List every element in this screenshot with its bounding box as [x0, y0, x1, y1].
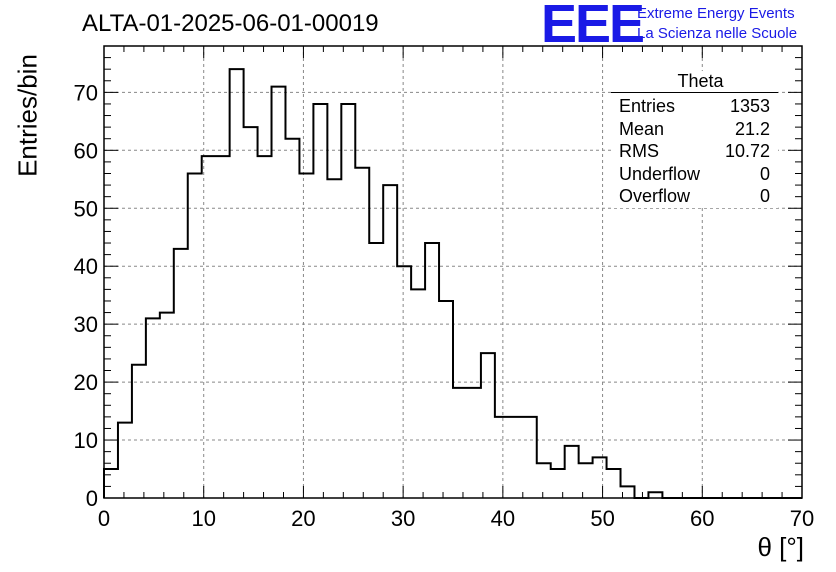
histogram-bin [327, 179, 341, 498]
plot-frame [103, 45, 803, 499]
histogram-bin [216, 156, 230, 498]
y-tick-label: 50 [74, 196, 98, 221]
stats-label: Entries [619, 96, 676, 116]
stats-row-mean: Mean 21.2 [611, 118, 778, 141]
histogram-bin [579, 463, 593, 498]
logo-caption: Extreme Energy Events La Scienza nelle S… [637, 4, 797, 44]
histogram-bin [411, 289, 425, 498]
histogram-bin [174, 249, 188, 498]
stats-row-entries: Entries 1353 [611, 95, 778, 118]
histogram-bin [272, 87, 286, 498]
stats-value: 0 [759, 163, 770, 184]
y-tick-label: 60 [74, 138, 98, 163]
stats-value: 1353 [729, 96, 770, 116]
y-tick-label: 70 [74, 80, 98, 105]
y-tick-label: 30 [74, 312, 98, 337]
stats-value: 21.2 [734, 118, 770, 139]
histogram-bin [230, 69, 244, 498]
plot-title: ALTA-01-2025-06-01-00019 [82, 10, 379, 37]
y-tick-label: 10 [74, 428, 98, 453]
histogram-bin [285, 139, 299, 498]
stats-label: Underflow [619, 163, 701, 184]
x-tick-label: 70 [790, 506, 814, 531]
x-tick-label: 10 [191, 506, 215, 531]
histogram-bin [607, 469, 621, 498]
histogram-bin [355, 168, 369, 498]
histogram-bin [397, 266, 411, 498]
histogram-bin [369, 243, 383, 498]
histogram-bin [104, 469, 118, 498]
histogram-bin [146, 318, 160, 498]
histogram-bin [341, 104, 355, 498]
histogram-bin [453, 388, 467, 498]
eee-logo: EEE [541, 0, 645, 54]
histogram-bin [551, 469, 565, 498]
y-tick-label: 20 [74, 370, 98, 395]
histogram-bin [383, 185, 397, 498]
x-axis-label: θ [°] [757, 532, 804, 562]
histogram-bin [523, 417, 537, 498]
y-axis-label: Entries/bin [12, 54, 43, 177]
stats-row-rms: RMS 10.72 [611, 140, 778, 163]
histogram-bin [299, 173, 313, 498]
histogram-bin [132, 365, 146, 498]
histogram-bin [537, 463, 551, 498]
stats-row-underflow: Underflow 0 [611, 163, 778, 186]
y-tick-label: 40 [74, 254, 98, 279]
logo-caption-line1: Extreme Energy Events [637, 5, 795, 22]
histogram-bin [593, 457, 607, 498]
x-tick-label: 30 [391, 506, 415, 531]
stats-box: Theta Entries 1353 Mean 21.2 RMS 10.72 U… [611, 71, 778, 208]
histogram-bin [621, 486, 635, 498]
stats-title: Theta [611, 71, 778, 93]
histogram-bin [425, 243, 439, 498]
x-tick-label: 20 [291, 506, 315, 531]
x-tick-label: 0 [98, 506, 110, 531]
histogram-bin [565, 446, 579, 498]
histogram-series [103, 68, 802, 499]
x-tick-label: 40 [491, 506, 515, 531]
histogram-bin [509, 417, 523, 498]
histogram-bin [188, 173, 202, 498]
y-tick-label: 0 [86, 486, 98, 511]
stats-label: RMS [619, 141, 659, 161]
histogram-bin [495, 417, 509, 498]
histogram-bin [258, 156, 272, 498]
histogram-bin [481, 353, 495, 498]
histogram-bin [648, 492, 662, 498]
x-tick-label: 50 [590, 506, 614, 531]
stats-label: Mean [619, 118, 665, 139]
stats-row-overflow: Overflow 0 [611, 185, 778, 208]
histogram-bin [467, 388, 481, 498]
histogram-bin [160, 313, 174, 498]
histogram-bin [202, 156, 216, 498]
logo-caption-line2: La Scienza nelle Scuole [637, 25, 798, 42]
histogram-bin [244, 127, 258, 498]
histogram-bin [118, 423, 132, 498]
stats-label: Overflow [619, 186, 691, 206]
histogram-bin [313, 104, 327, 498]
stats-value: 10.72 [724, 141, 770, 161]
stats-value: 0 [759, 186, 770, 206]
x-tick-label: 60 [690, 506, 714, 531]
histogram-bin [439, 301, 453, 498]
